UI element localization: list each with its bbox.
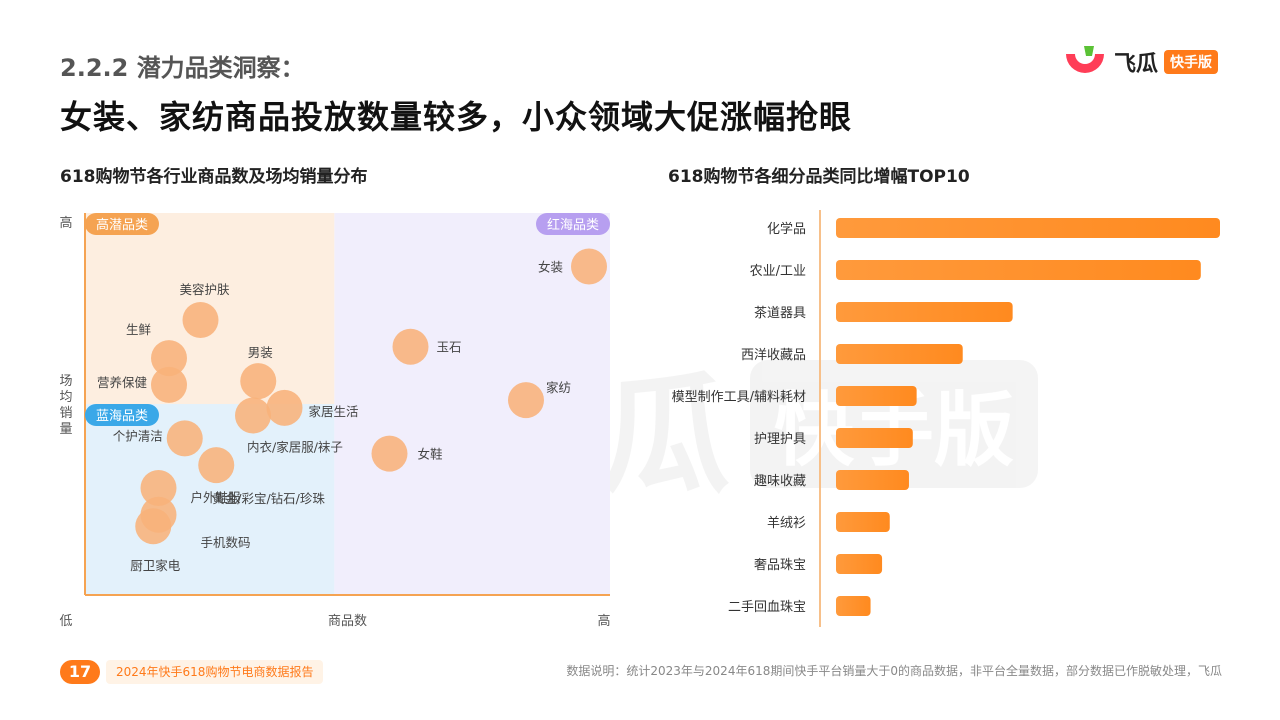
quadrant-red-sea: [334, 213, 610, 595]
bar-label-6: 趣味收藏: [754, 474, 806, 489]
bar-label-9: 二手回血珠宝: [728, 600, 806, 615]
bar-1: [836, 260, 1201, 280]
data-note: 数据说明：统计2023年与2024年618期间快手平台销量大于0的商品数据，非平…: [566, 664, 1222, 678]
watermark-badge: 快手版: [750, 360, 1039, 488]
quadrant-label-blue-ocean: 蓝海品类: [96, 409, 148, 424]
scatter-label-13: 手机数码: [201, 535, 251, 550]
y-axis-label: 场均销量: [59, 374, 72, 437]
brand-logo: 飞瓜 快手版: [1064, 42, 1219, 82]
scatter-label-2: 玉石: [437, 340, 462, 355]
logo-badge: 快手版: [1164, 50, 1219, 74]
scatter-point-0: [571, 248, 607, 285]
bar-label-4: 模型制作工具/辅料耗材: [672, 390, 806, 405]
scatter-point-9: [235, 397, 271, 434]
scatter-label-6: 营养保健: [97, 375, 148, 390]
x-axis-low: 低: [59, 614, 72, 629]
x-axis-high: 高: [597, 613, 610, 629]
y-axis-high: 高: [59, 215, 72, 231]
quadrant-label-red-sea: 红海品类: [547, 217, 599, 233]
scatter-label-14: 厨卫家电: [130, 558, 181, 573]
x-axis-label: 商品数: [328, 614, 367, 629]
quadrant-blue-ocean: [85, 404, 335, 595]
bar-7: [836, 512, 890, 532]
scatter-label-5: 生鲜: [126, 322, 151, 337]
section-title: 2.2.2 潜力品类洞察：: [60, 54, 305, 82]
quadrant-label-red-sea-pill: [536, 213, 610, 235]
scatter-point-5: [151, 340, 187, 377]
scatter-point-1: [508, 382, 544, 419]
scatter-point-10: [166, 420, 203, 457]
bar-8: [836, 554, 883, 574]
bar-9: [836, 596, 871, 616]
scatter-point-6: [151, 366, 187, 403]
bar-label-7: 羊绒衫: [767, 515, 806, 531]
scatter-label-3: 女鞋: [418, 447, 444, 462]
scatter-point-8: [266, 389, 303, 426]
scatter-point-7: [240, 363, 277, 400]
logo-name: 飞瓜: [1114, 52, 1159, 77]
scatter-label-4: 美容护肤: [179, 282, 230, 297]
quadrant-label-high-potential: 高潜品类: [96, 217, 148, 233]
scatter-label-10: 个护清洁: [113, 428, 163, 443]
bar-label-2: 茶道器具: [754, 305, 806, 321]
bar-4: [836, 386, 917, 406]
bar-6: [836, 470, 909, 490]
quadrant-label-blue-ocean-pill: [85, 404, 159, 426]
quadrant-label-high-potential-pill: [85, 213, 159, 235]
scatter-label-12: 户外鞋服: [191, 490, 242, 505]
bar-5: [836, 428, 913, 448]
scatter-point-11: [198, 447, 235, 484]
bar-chart: 化学品农业/工业茶道器具西洋收藏品模型制作工具/辅料耗材护理护具趣味收藏羊绒衫奢…: [672, 210, 1220, 627]
bar-2: [836, 302, 1013, 322]
scatter-point-3: [371, 435, 408, 472]
scatter-point-12: [140, 470, 177, 507]
scatter-label-11: 黄金/彩宝/钻石/珍珠: [212, 491, 325, 506]
scatter-label-8: 家居生活: [309, 404, 359, 419]
melon-icon: [1066, 46, 1104, 73]
scatter-label-1: 家纺: [546, 380, 571, 395]
bar-0: [836, 218, 1220, 238]
bar-label-0: 化学品: [767, 221, 806, 237]
bar-label-5: 护理护具: [754, 432, 806, 447]
scatter-label-9: 内衣/家居服/袜子: [247, 439, 343, 454]
scatter-point-2: [392, 328, 429, 365]
bar-label-8: 奢品珠宝: [754, 558, 806, 573]
scatter-point-14: [135, 508, 172, 545]
page-title: 女装、家纺商品投放数量较多，小众领域大促涨幅抢眼: [60, 98, 853, 136]
scatter-label-7: 男装: [248, 345, 273, 360]
bar-3: [836, 344, 963, 364]
bar-label-1: 农业/工业: [750, 264, 806, 279]
scatter-chart-title: 618购物节各行业商品数及场均销量分布: [60, 167, 368, 187]
bar-chart-title: 618购物节各细分品类同比增幅TOP10: [668, 167, 970, 187]
report-name: 2024年快手618购物节电商数据报告: [106, 660, 324, 684]
scatter-point-4: [182, 301, 219, 338]
page-number: 17: [60, 660, 100, 684]
scatter-label-0: 女装: [538, 259, 563, 274]
bar-label-3: 西洋收藏品: [741, 348, 806, 363]
